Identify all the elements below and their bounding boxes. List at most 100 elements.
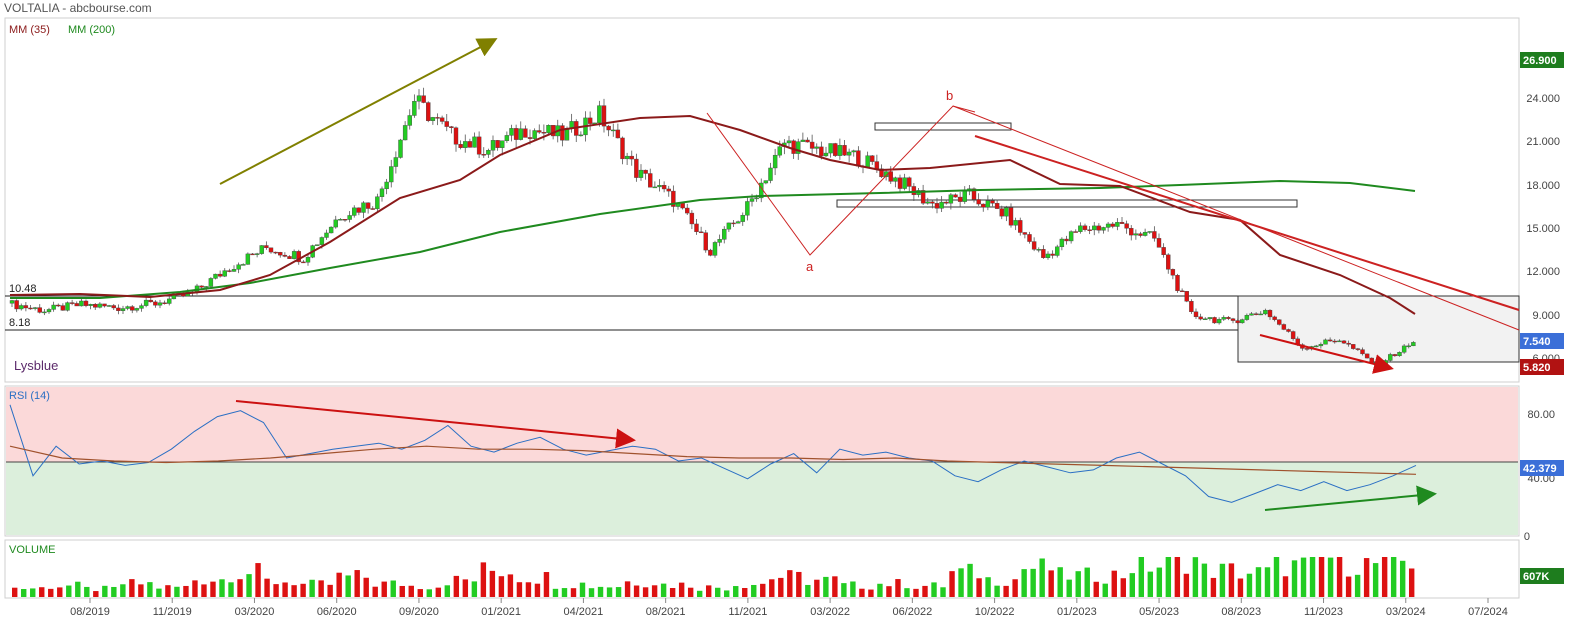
candle-body: [273, 251, 278, 254]
candle-body: [504, 135, 510, 141]
candle-body: [1235, 320, 1240, 324]
candle-body: [587, 117, 593, 124]
candle-body: [620, 137, 625, 160]
candle-body: [264, 245, 269, 249]
candle-body: [305, 256, 311, 263]
candle-body: [199, 285, 204, 288]
volume-bar: [48, 588, 54, 597]
candle-body: [638, 169, 644, 178]
x-tick-label: 06/2022: [892, 606, 932, 618]
rsi-tick: 0: [1524, 531, 1530, 543]
candle-body: [1161, 247, 1166, 256]
candle-body: [208, 278, 214, 287]
candle-body: [897, 177, 903, 189]
candle-body: [338, 219, 343, 221]
candle-body: [116, 307, 121, 311]
candle-body: [833, 143, 838, 156]
volume-bar: [354, 570, 360, 597]
candle-body: [874, 161, 880, 170]
candle-body: [601, 105, 607, 127]
candle-body: [19, 305, 24, 310]
candle-body: [1203, 318, 1208, 321]
volume-bar: [715, 587, 721, 597]
candle-body: [227, 270, 232, 272]
volume-bar: [1102, 583, 1108, 597]
candle-body: [527, 137, 533, 139]
volume-bar: [1093, 581, 1099, 597]
candle-body: [134, 308, 140, 311]
candle-body: [1369, 357, 1374, 363]
ma35-legend: MM (35): [9, 24, 50, 36]
volume-bar: [1336, 557, 1343, 597]
candle-body: [537, 130, 542, 133]
candle-body: [467, 141, 473, 148]
volume-bar: [507, 574, 514, 597]
high-badge-bg: [1520, 52, 1564, 68]
candle-body: [1082, 225, 1088, 230]
candle-body: [606, 125, 611, 131]
volume-bar: [832, 576, 838, 597]
volume-bar: [660, 583, 667, 597]
candle-body: [671, 190, 676, 207]
last-price-badge: 7.540: [1523, 336, 1551, 348]
volume-bar: [787, 570, 793, 597]
candle-body: [805, 139, 810, 143]
candle-body: [796, 141, 801, 154]
candle-body: [749, 198, 755, 202]
candle-body: [393, 157, 399, 167]
candle-body: [296, 251, 301, 263]
x-tick-label: 07/2024: [1468, 606, 1508, 618]
volume-bar: [1147, 571, 1154, 597]
x-tick-label: 05/2023: [1139, 606, 1179, 618]
candle-body: [430, 117, 436, 121]
candle-body: [1055, 246, 1060, 256]
volume-bar: [922, 585, 928, 597]
candle-body: [1332, 340, 1337, 343]
volume-bar: [381, 581, 387, 597]
candle-body: [541, 132, 547, 134]
volume-bar: [156, 588, 162, 597]
volume-bar: [624, 581, 631, 597]
candle-body: [740, 214, 745, 222]
candle-body: [634, 158, 639, 178]
candle-body: [157, 302, 163, 306]
candle-body: [666, 188, 671, 192]
volume-bar: [66, 585, 72, 597]
volume-bar: [462, 579, 469, 597]
volume-bar: [1354, 574, 1361, 597]
bearish-arrow-price: [1259, 334, 1394, 374]
candle-body: [999, 208, 1004, 217]
candle-body: [680, 203, 685, 209]
candle-body: [1142, 231, 1148, 236]
candle-body: [1383, 360, 1388, 365]
volume-bar: [705, 585, 712, 597]
candle-body: [402, 125, 408, 141]
volume-bar: [1408, 568, 1415, 597]
candle-body: [259, 245, 264, 254]
volume-bar: [75, 581, 81, 597]
candle-body: [1401, 345, 1407, 353]
chart-title: VOLTALIA - abcbourse.com: [4, 1, 152, 15]
candle-body: [1175, 275, 1180, 292]
candle-body: [856, 150, 861, 167]
candle-body: [379, 188, 385, 197]
volume-bar: [237, 579, 243, 597]
volume-bar: [687, 587, 694, 597]
candle-body: [518, 128, 523, 140]
volume-bar: [913, 588, 919, 597]
candle-body: [777, 146, 782, 156]
volume-badge-bg: [1520, 568, 1564, 584]
candle-body: [254, 253, 260, 255]
range-box-support: [836, 199, 1298, 208]
candle-body: [1230, 318, 1236, 321]
volume-bar: [1057, 567, 1063, 597]
candle-body: [879, 168, 884, 178]
candle-body: [1258, 313, 1263, 316]
x-axis: 08/2019 11/2019 03/2020 06/2020 09/2020 01/20…: [70, 598, 1508, 618]
candle-body: [1253, 313, 1259, 315]
volume-bar: [1291, 560, 1298, 597]
volume-bar: [606, 587, 613, 597]
candle-body: [661, 185, 667, 190]
candle-body: [231, 269, 237, 272]
candle-body: [1267, 309, 1273, 318]
